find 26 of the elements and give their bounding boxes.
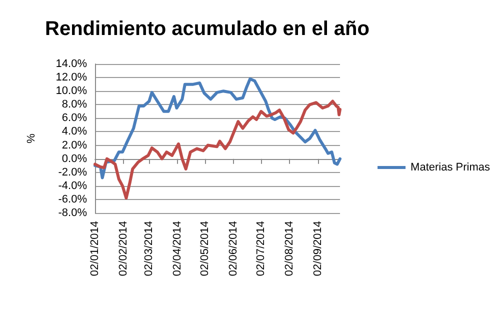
y-axis-title: % xyxy=(26,133,38,144)
y-tick-label: 6.0% xyxy=(62,112,88,124)
legend-label: Materias Primas xyxy=(410,162,490,174)
y-tick-label: -8.0% xyxy=(58,207,88,219)
x-tick-label: 02/07/2014 xyxy=(255,221,268,276)
y-tick-label: 12.0% xyxy=(56,72,88,84)
x-tick-label: 02/09/2014 xyxy=(312,221,324,276)
line-series xyxy=(94,100,342,200)
y-tick-label: 0.0% xyxy=(62,152,88,165)
y-tick-label: 14.0% xyxy=(56,58,88,70)
x-tick-label: 02/01/2014 xyxy=(89,221,101,276)
y-tick-label: -6.0% xyxy=(58,193,88,206)
x-tick-label: 02/06/2014 xyxy=(228,221,240,276)
x-tick-label: 02/03/2014 xyxy=(143,221,156,276)
y-tick-label: -2.0% xyxy=(58,166,88,178)
x-tick-label: 02/02/2014 xyxy=(117,221,130,276)
x-tick-label: 02/04/2014 xyxy=(172,221,184,276)
y-tick-label: 10.0% xyxy=(56,85,88,98)
y-tick-label: -4.0% xyxy=(58,180,88,192)
y-tick-label: 8.0% xyxy=(62,98,88,111)
chart-title: Rendimiento acumulado en el año xyxy=(45,18,370,40)
y-tick-label: 4.0% xyxy=(62,126,88,138)
x-tick-label: 02/05/2014 xyxy=(199,221,212,276)
y-tick-label: 2.0% xyxy=(62,139,88,152)
line-series xyxy=(94,77,342,180)
x-tick-label: 02/08/2014 xyxy=(284,221,296,276)
